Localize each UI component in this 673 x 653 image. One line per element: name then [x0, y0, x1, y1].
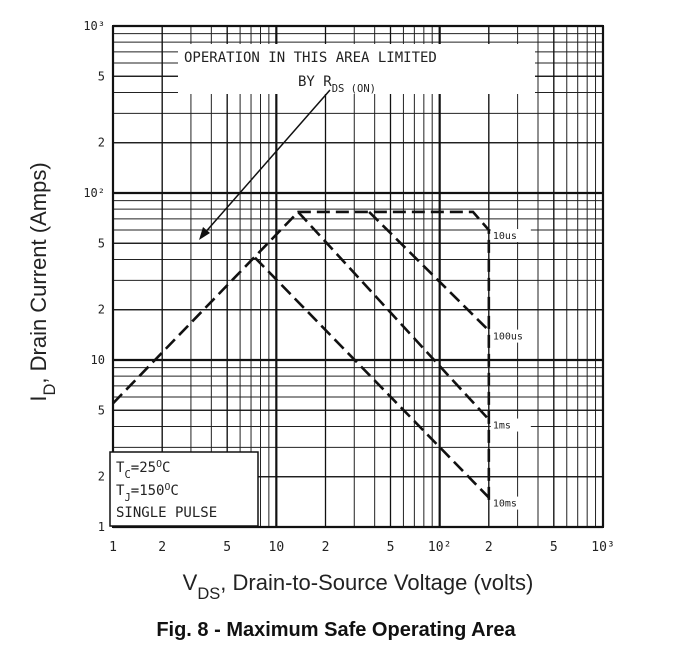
series-line — [297, 211, 490, 421]
chart-title: Fig. 8 - Maximum Safe Operating Area — [156, 619, 516, 641]
x-tick-label: 10³ — [591, 540, 614, 555]
text-part: SINGLE PULSE — [116, 505, 217, 521]
series-label-bg — [490, 329, 531, 343]
text-part: C — [170, 483, 178, 499]
x-tick-label: 2 — [322, 540, 330, 555]
annotation-text: SINGLE PULSE — [116, 505, 217, 521]
text-part: D — [41, 384, 59, 396]
text-part: OPERATION IN THIS AREA LIMITED — [184, 50, 437, 66]
labels: 1 2 5 10 2 5 10² 2 5 10³ 1 2 5 10 2 5 10² 2 5 10³ OPERATION … — [26, 19, 615, 603]
text-part: BY R — [298, 74, 332, 90]
plot-frame — [112, 25, 604, 528]
x-tick-label: 5 — [387, 540, 395, 555]
annotation-text: TC=25OC — [116, 459, 170, 482]
x-tick-label: 1 — [109, 540, 117, 555]
y-tick-label: 10 — [91, 353, 105, 367]
x-axis-label: VDS, Drain-to-Source Voltage (volts) — [183, 570, 534, 603]
text-part: =150 — [131, 483, 165, 499]
y-tick-label: 10³ — [83, 19, 105, 33]
series-line — [368, 211, 490, 332]
series-label: 100us — [493, 332, 523, 343]
x-tick-label: 10 — [269, 540, 285, 555]
text-part: , Drain-to-Source Voltage (volts) — [220, 570, 533, 595]
series-label-bg — [490, 229, 531, 243]
y-tick-label: 5 — [98, 403, 105, 417]
series-label-bg — [490, 418, 531, 432]
text-part: C — [162, 460, 170, 476]
series-line — [112, 210, 491, 501]
marks — [112, 210, 491, 501]
y-tick-label: 5 — [98, 69, 105, 83]
text-part: T — [116, 460, 125, 476]
text-part: DS — [197, 585, 220, 603]
annotation-text: TJ=150OC — [116, 482, 179, 505]
arrow-head — [199, 227, 210, 240]
series-label-bg — [490, 496, 531, 510]
y-tick-label: 1 — [98, 520, 105, 534]
text-part: , Drain Current (Amps) — [26, 162, 51, 383]
x-tick-label: 5 — [550, 540, 558, 555]
y-axis-label: ID, Drain Current (Amps) — [26, 162, 59, 401]
text-part: I — [26, 396, 51, 402]
text-part: C — [124, 469, 130, 481]
y-tick-label: 2 — [98, 470, 105, 484]
text-part: J — [124, 492, 130, 504]
text-part: =25 — [131, 460, 156, 476]
annotation-box — [178, 44, 535, 94]
text-part: O — [156, 459, 162, 470]
text-part: DS (ON) — [332, 83, 376, 95]
y-tick-label: 5 — [98, 236, 105, 250]
text-part: O — [164, 482, 170, 493]
annotation-box — [109, 451, 259, 527]
y-tick-label: 2 — [98, 136, 105, 150]
series-label: 1ms — [493, 421, 511, 432]
x-tick-label: 2 — [158, 540, 166, 555]
x-tick-label: 5 — [223, 540, 231, 555]
y-tick-label: 2 — [98, 303, 105, 317]
arrow — [202, 89, 331, 236]
text-part: T — [116, 483, 125, 499]
series-label: 10us — [493, 231, 517, 242]
x-tick-label: 2 — [485, 540, 493, 555]
annotation-text: OPERATION IN THIS AREA LIMITED — [184, 50, 437, 66]
y-tick-label: 10² — [83, 186, 105, 200]
annotation-text: BY RDS (ON) — [298, 74, 376, 95]
x-tick-label: 10² — [428, 540, 451, 555]
text-part: V — [183, 570, 198, 595]
series-label: 10ms — [493, 499, 517, 510]
